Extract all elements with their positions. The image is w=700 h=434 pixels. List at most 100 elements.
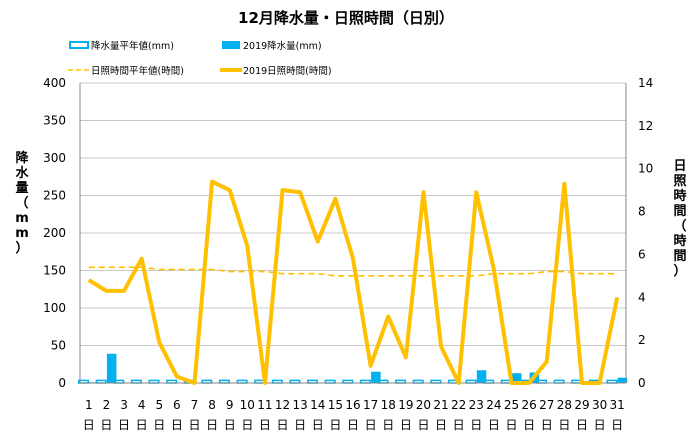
x-tick-label: 8	[208, 398, 216, 412]
x-tick-label: 14	[310, 398, 325, 412]
x-tick-label: 16	[345, 398, 360, 412]
x-tick-label: 日	[541, 418, 553, 432]
y-axis-right-label: 日照時間（時間）	[673, 159, 686, 279]
y-tick-label: 350	[43, 114, 66, 128]
x-tick-label: 28	[557, 398, 572, 412]
x-tick-label: 日	[312, 418, 324, 432]
plot-area	[79, 83, 627, 384]
x-tick-label: 日	[470, 418, 482, 432]
y-tick-label: 250	[43, 189, 66, 203]
y-tick-label: 100	[43, 301, 66, 315]
y-tick-label: 400	[43, 76, 66, 90]
bar-rain-2019	[371, 371, 381, 383]
x-tick-label: 日	[488, 418, 500, 432]
y-tick-label: 150	[43, 264, 66, 278]
y2-tick-label: 0	[638, 376, 646, 390]
x-tick-label: 10	[240, 398, 255, 412]
x-tick-label: 日	[435, 418, 447, 432]
x-tick-label: 12	[275, 398, 290, 412]
x-tick-label: 日	[382, 418, 394, 432]
bar-rain-2019	[617, 377, 628, 383]
x-tick-label: 日	[576, 418, 588, 432]
x-tick-label: 日	[83, 418, 95, 432]
x-tick-label: 22	[451, 398, 466, 412]
x-tick-label: 日	[365, 418, 377, 432]
x-tick-label: 日	[136, 418, 148, 432]
y-axis-left-label: 降水量（ m m）	[15, 150, 29, 256]
x-tick-label: 20	[416, 398, 431, 412]
y-tick-label: 0	[58, 376, 66, 390]
y-axis-left-ticks: 0 50 100 150 200 250 300 350 400	[43, 76, 66, 390]
x-tick-label: 11	[257, 398, 272, 412]
legend-swatch-rain-2019	[222, 41, 240, 49]
chart-title: 12月降水量・日照時間（日別）	[238, 9, 454, 27]
x-tick-label: 日	[224, 418, 236, 432]
x-tick-label: 30	[592, 398, 607, 412]
x-tick-label: 日	[259, 418, 271, 432]
bar-rain-2019	[476, 370, 487, 383]
x-tick-label: 4	[138, 398, 146, 412]
bar-rain-2019	[106, 353, 117, 383]
x-tick-label: 7	[191, 398, 199, 412]
line-sunshine-normal	[88, 266, 618, 277]
y-tick-label: 50	[51, 339, 66, 353]
x-tick-label: 13	[293, 398, 308, 412]
x-tick-label: 日	[347, 418, 359, 432]
x-tick-label: 日	[294, 418, 306, 432]
y-tick-label: 300	[43, 151, 66, 165]
x-tick-label: 3	[120, 398, 128, 412]
x-tick-label: 17	[363, 398, 378, 412]
x-tick-label: 日	[206, 418, 218, 432]
y2-tick-label: 8	[638, 205, 646, 219]
x-tick-label: 27	[539, 398, 554, 412]
legend-label-sun-2019: 2019日照時間(時間)	[243, 66, 332, 77]
x-tick-label: 日	[241, 418, 253, 432]
x-tick-label: 日	[171, 418, 183, 432]
x-tick-label: 日	[118, 418, 130, 432]
x-tick-label: 31	[610, 398, 625, 412]
x-tick-label: 日	[611, 418, 623, 432]
legend-label-rain-2019: 2019降水量(mm)	[243, 40, 322, 52]
y2-tick-label: 12	[638, 119, 653, 133]
x-tick-label: 日	[277, 418, 289, 432]
x-tick-label: 26	[521, 398, 536, 412]
y-axis-right-ticks: 0 2 4 6 8 10 12 14	[638, 76, 653, 390]
gridlines	[80, 82, 626, 346]
legend-label-sun-normal: 日照時間平年値(時間)	[91, 65, 184, 77]
x-tick-label: 日	[400, 418, 412, 432]
x-tick-label: 日	[188, 418, 200, 432]
x-tick-label: 日	[594, 418, 606, 432]
x-tick-label: 21	[433, 398, 448, 412]
x-axis-ticks: 1日2日3日4日5日6日7日8日9日10日11日12日13日14日15日16日1…	[83, 398, 625, 432]
x-tick-label: 23	[469, 398, 484, 412]
x-tick-label: 1	[85, 398, 93, 412]
x-tick-label: 15	[328, 398, 343, 412]
x-tick-label: 6	[173, 398, 181, 412]
x-tick-label: 25	[504, 398, 519, 412]
x-tick-label: 5	[155, 398, 163, 412]
x-tick-label: 日	[558, 418, 570, 432]
legend-swatch-rain-normal	[69, 41, 89, 49]
x-tick-label: 2	[103, 398, 111, 412]
x-tick-label: 18	[381, 398, 396, 412]
x-tick-label: 日	[153, 418, 165, 432]
x-tick-label: 19	[398, 398, 413, 412]
y2-tick-label: 10	[638, 162, 653, 176]
x-tick-label: 9	[226, 398, 234, 412]
sunshine-lines	[87, 179, 620, 385]
y2-tick-label: 4	[638, 290, 646, 304]
y-tick-label: 200	[43, 226, 66, 240]
x-tick-label: 日	[453, 418, 465, 432]
y2-tick-label: 2	[638, 333, 646, 347]
line-sunshine-2019	[87, 179, 620, 385]
x-tick-label: 日	[506, 418, 518, 432]
x-tick-label: 日	[329, 418, 341, 432]
bar-rain-2019	[512, 373, 522, 383]
x-tick-label: 日	[100, 418, 112, 432]
y2-tick-label: 6	[638, 247, 646, 261]
x-tick-label: 日	[417, 418, 429, 432]
x-tick-label: 日	[523, 418, 535, 432]
legend-label-rain-normal: 降水量平年値(mm)	[91, 40, 174, 52]
x-tick-label: 24	[486, 398, 501, 412]
